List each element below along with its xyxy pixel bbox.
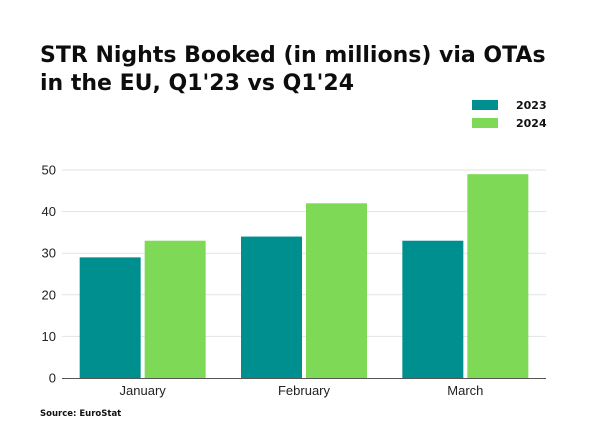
bar-2024-march: [467, 174, 529, 378]
y-tick-label: 20: [42, 287, 56, 302]
legend-label-2024: 2024: [516, 116, 547, 130]
bar-2023-january: [79, 257, 141, 378]
source-note: Source: EuroStat: [40, 409, 122, 419]
legend-swatch-2024: [472, 118, 498, 128]
y-tick-label: 0: [49, 371, 56, 386]
bar-2023-march: [402, 240, 464, 378]
y-tick-label: 10: [42, 329, 56, 344]
bar-2023-february: [241, 236, 302, 378]
legend: 2023 2024: [472, 96, 547, 132]
y-tick-label: 40: [42, 204, 56, 219]
legend-swatch-2023: [472, 100, 498, 110]
bar-2024-january: [144, 240, 206, 378]
x-tick-label: February: [278, 383, 331, 398]
x-tick-label: March: [447, 383, 483, 398]
y-tick-label: 30: [42, 246, 56, 261]
legend-item-2023: 2023: [472, 96, 547, 114]
chart-title: STR Nights Booked (in millions) via OTAs…: [40, 43, 546, 96]
legend-label-2023: 2023: [516, 98, 547, 112]
legend-item-2024: 2024: [472, 114, 547, 132]
x-tick-label: January: [120, 383, 167, 398]
bar-2024-february: [306, 203, 367, 378]
y-tick-label: 50: [42, 163, 56, 178]
